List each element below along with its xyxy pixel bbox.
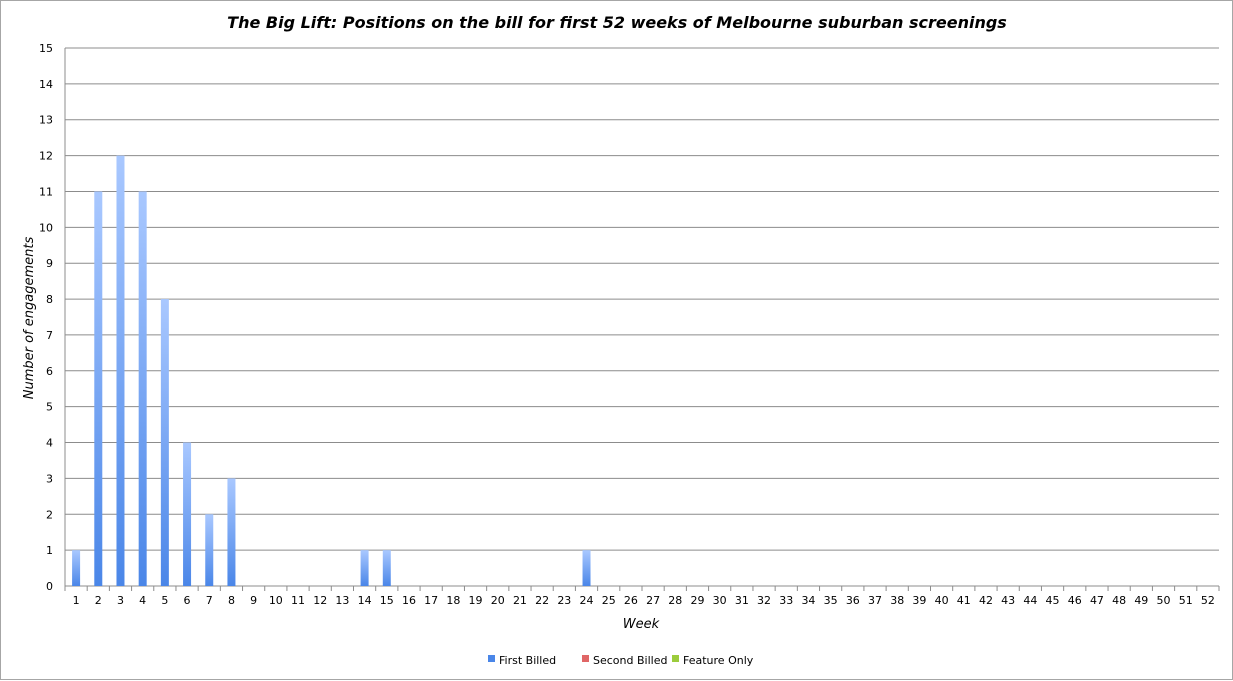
legend-swatch [582,655,589,662]
y-tick-label: 14 [39,78,53,91]
legend-item: Feature Only [672,654,754,667]
x-axis-label: Week [623,617,660,632]
x-tick-label: 38 [890,594,904,607]
x-tick-label: 50 [1157,594,1171,607]
bar-first-billed [138,191,147,586]
x-tick-label: 4 [139,594,146,607]
legend-item: Second Billed [582,654,667,667]
y-tick-label: 13 [39,114,53,127]
x-tick-label: 3 [117,594,124,607]
y-axis-label: Number of engagements [22,237,37,400]
bar-first-billed [94,191,103,586]
x-tick-label: 19 [469,594,483,607]
x-tick-label: 43 [1001,594,1015,607]
x-tick-label: 5 [161,594,168,607]
x-tick-label: 25 [602,594,616,607]
y-tick-label: 1 [46,544,53,557]
x-tick-label: 16 [402,594,416,607]
x-tick-label: 29 [690,594,704,607]
x-tick-label: 44 [1023,594,1037,607]
legend-swatch [488,655,495,662]
x-tick-label: 27 [646,594,660,607]
x-tick-label: 35 [824,594,838,607]
legend-label: Second Billed [593,654,667,667]
y-tick-label: 12 [39,150,53,163]
x-tick-label: 1 [73,594,80,607]
x-tick-label: 9 [250,594,257,607]
x-tick-label: 23 [557,594,571,607]
x-tick-label: 37 [868,594,882,607]
legend-swatch [672,655,679,662]
bar-first-billed [360,550,369,586]
x-tick-label: 42 [979,594,993,607]
x-tick-label: 46 [1068,594,1082,607]
bar-first-billed [116,155,125,586]
x-tick-label: 31 [735,594,749,607]
legend-label: Feature Only [683,654,754,667]
x-tick-label: 13 [335,594,349,607]
y-tick-label: 2 [46,508,53,521]
x-tick-label: 12 [313,594,327,607]
bar-first-billed [72,550,81,586]
x-tick-label: 30 [713,594,727,607]
x-tick-label: 24 [580,594,594,607]
legend-item: First Billed [488,654,556,667]
x-tick-label: 26 [624,594,638,607]
x-tick-label: 18 [446,594,460,607]
y-tick-label: 11 [39,185,53,198]
y-tick-label: 0 [46,580,53,593]
x-tick-label: 6 [184,594,191,607]
y-tick-label: 6 [46,365,53,378]
x-tick-label: 2 [95,594,102,607]
y-tick-label: 5 [46,401,53,414]
x-tick-label: 45 [1046,594,1060,607]
x-tick-label: 22 [535,594,549,607]
x-tick-label: 49 [1134,594,1148,607]
x-tick-label: 8 [228,594,235,607]
bar-first-billed [160,299,169,586]
gridlines [64,47,1219,587]
y-tick-label: 8 [46,293,53,306]
x-tick-label: 20 [491,594,505,607]
bar-first-billed [227,478,236,586]
x-tick-label: 15 [380,594,394,607]
legend: First Billed Second Billed Feature Only [488,654,754,667]
y-tick-label: 3 [46,472,53,485]
x-tick-label: 48 [1112,594,1126,607]
x-tick-label: 33 [779,594,793,607]
bar-first-billed [183,442,192,586]
chart-title: The Big Lift: Positions on the bill for … [227,13,1007,32]
x-tick-label: 11 [291,594,305,607]
x-tick-label: 14 [358,594,372,607]
x-tick-label: 34 [801,594,815,607]
x-tick-label: 39 [912,594,926,607]
x-tick-label: 36 [846,594,860,607]
bar-first-billed [205,514,214,586]
x-tick-label: 51 [1179,594,1193,607]
x-axis-ticks: 1 2 3 4 5 6 7 8 9 10 11 12 13 14 15 16 17 18 19 20 21 22 23 24 2… [64,586,1220,607]
x-tick-label: 28 [668,594,682,607]
x-tick-label: 10 [269,594,283,607]
bar-first-billed [582,550,591,586]
x-tick-label: 47 [1090,594,1104,607]
bar-first-billed [382,550,391,586]
y-tick-label: 7 [46,329,53,342]
y-tick-label: 9 [46,257,53,270]
y-tick-label: 10 [39,221,53,234]
x-tick-label: 21 [513,594,527,607]
x-tick-label: 7 [206,594,213,607]
y-tick-label: 4 [46,437,53,450]
x-tick-label: 40 [935,594,949,607]
x-tick-label: 32 [757,594,771,607]
x-tick-label: 17 [424,594,438,607]
y-tick-label: 15 [39,42,53,55]
bars [72,155,591,586]
x-tick-label: 41 [957,594,971,607]
x-tick-label: 52 [1201,594,1215,607]
legend-label: First Billed [499,654,556,667]
